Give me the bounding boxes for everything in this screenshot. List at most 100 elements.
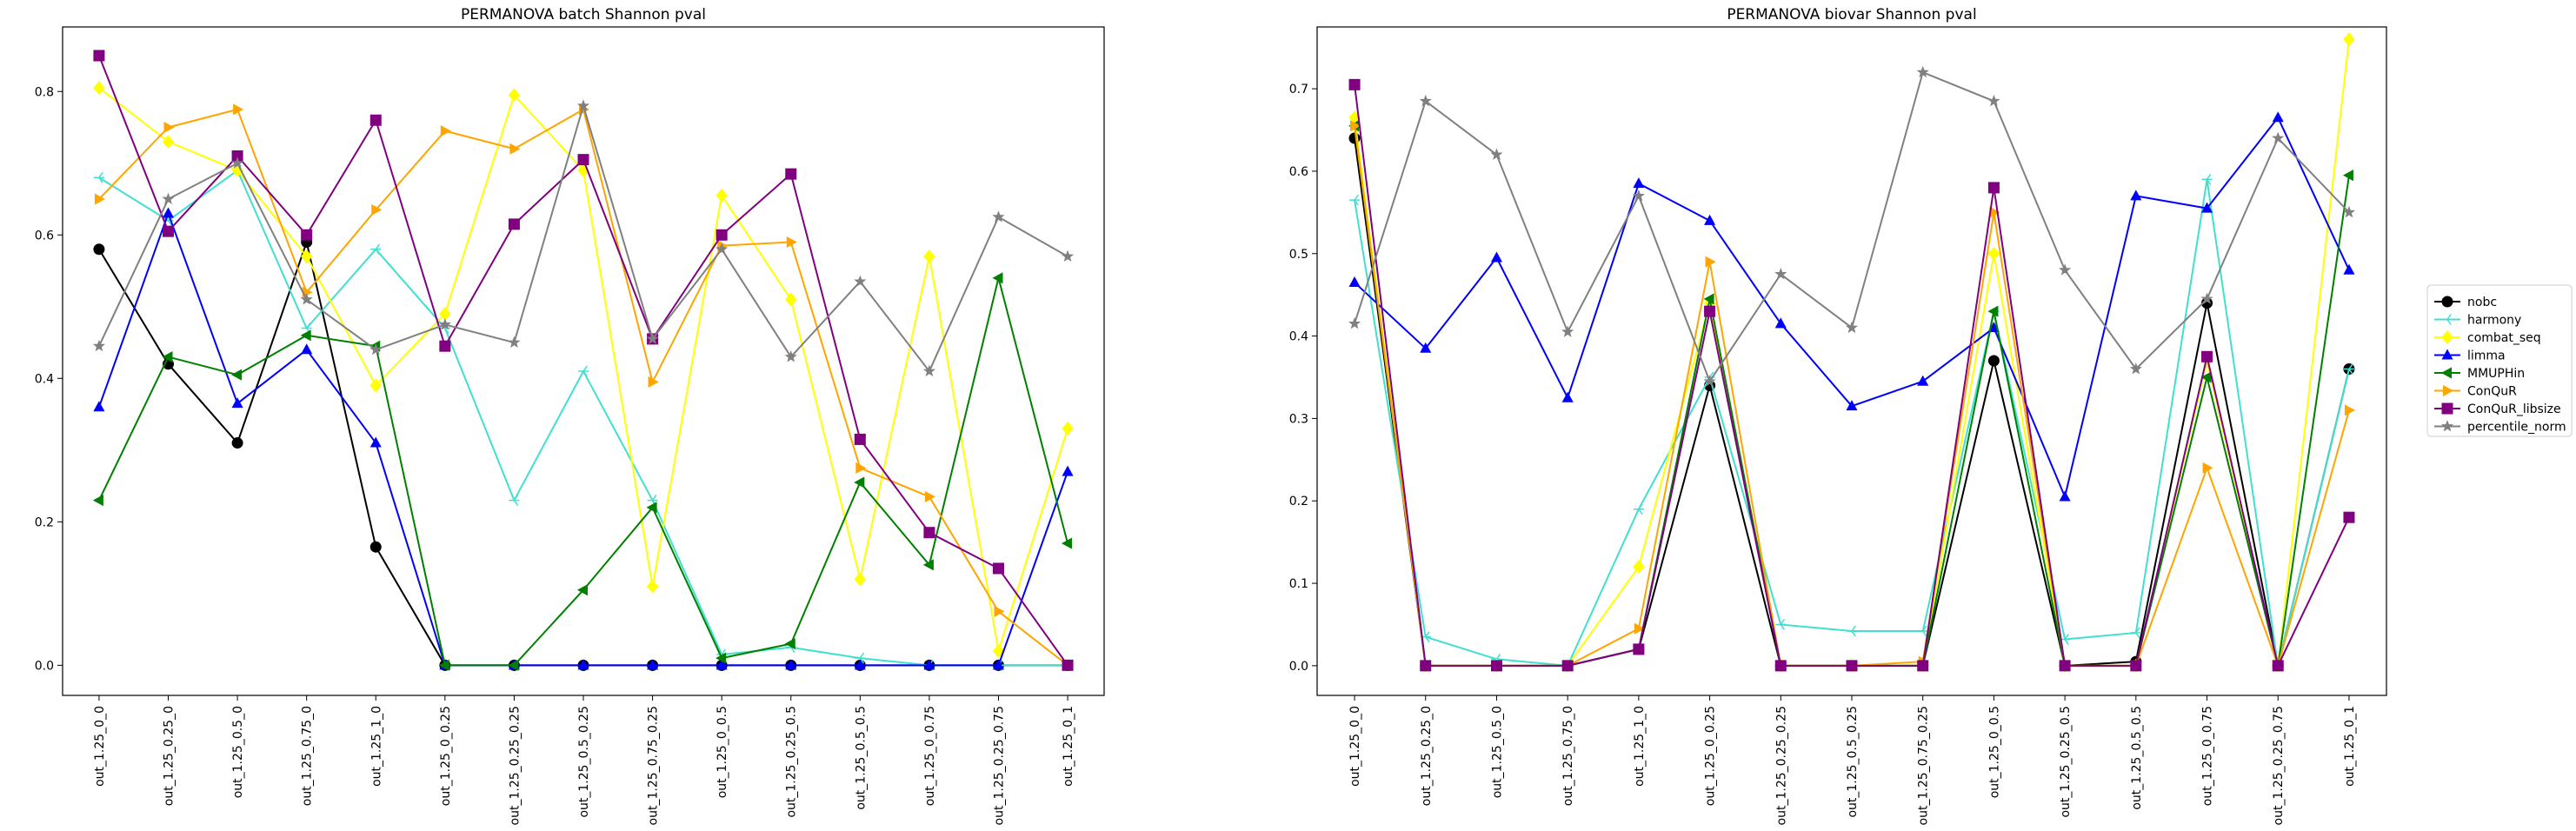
legend-item: ConQuR_libsize — [2434, 402, 2561, 416]
data-point — [716, 243, 729, 255]
data-point — [1987, 355, 2000, 367]
data-point — [1633, 177, 1645, 189]
data-point — [785, 659, 797, 670]
data-point — [716, 188, 728, 203]
data-point — [1703, 293, 1714, 305]
legend-item: MMUPHin — [2434, 367, 2525, 381]
data-point — [1061, 249, 1075, 263]
data-point — [94, 193, 105, 205]
x-tick-label: out_1.25_0_0.75 — [2201, 706, 2215, 806]
chart-panel-1: PERMANOVA batch Shannon pval 0.0 0.2 0.4 0.6… — [35, 6, 1105, 825]
x-tick-label: out_1.25_0_1 — [2343, 706, 2357, 787]
legend-item: ConQuR — [2434, 385, 2517, 399]
legend-item: percentile_norm — [2434, 420, 2566, 435]
legend-item: nobc — [2434, 296, 2497, 309]
x-tick-label: out_1.25_0_0.25 — [439, 706, 453, 806]
legend-label: nobc — [2467, 296, 2497, 309]
data-point — [508, 218, 520, 230]
data-point — [93, 243, 105, 256]
data-point — [2059, 490, 2071, 502]
data-point — [923, 249, 935, 264]
data-point — [992, 659, 1005, 670]
x-tick-label: out_1.25_0.5_0 — [1490, 706, 1504, 798]
data-point — [439, 340, 451, 352]
x-tick-label: out_1.25_0.25_0.25 — [1774, 706, 1788, 825]
data-point — [231, 369, 243, 381]
data-point — [578, 365, 589, 377]
data-point — [2272, 660, 2284, 672]
data-point — [440, 125, 451, 137]
legend-label: limma — [2467, 349, 2506, 363]
data-point — [1774, 268, 1787, 280]
data-point — [1419, 94, 1432, 107]
data-point — [646, 332, 659, 344]
data-point — [2272, 111, 2284, 123]
y-tick-label: 0.6 — [35, 229, 54, 243]
data-point — [369, 436, 382, 448]
x-tick-label: out_1.25_1_0 — [1633, 706, 1647, 787]
y-tick-label: 0.4 — [35, 372, 54, 386]
data-point — [576, 584, 588, 596]
series-line — [1354, 39, 2350, 667]
data-point — [994, 605, 1005, 618]
data-point — [1846, 400, 1858, 411]
data-point — [785, 168, 797, 180]
legend-item: harmony — [2434, 314, 2521, 328]
legend-marker — [2442, 314, 2453, 325]
data-point — [508, 88, 521, 103]
series-ConQuR_libsize — [1348, 78, 2355, 672]
data-point — [2059, 660, 2071, 672]
data-point — [2342, 170, 2353, 182]
chart-panel-2: PERMANOVA biovar Shannon pval 0.0 0.1 0.2 0.… — [1289, 6, 2387, 825]
data-point — [2130, 660, 2142, 672]
data-point — [2343, 32, 2355, 47]
series-line — [98, 276, 1069, 667]
data-point — [371, 203, 383, 216]
x-tick-label: out_1.25_0.75_0 — [1561, 706, 1575, 806]
data-point — [716, 659, 728, 670]
series-line — [97, 55, 1068, 666]
data-point — [786, 236, 797, 249]
data-point — [716, 229, 728, 241]
data-point — [163, 225, 175, 237]
x-tick-label: out_1.25_0.75_0.25 — [647, 706, 661, 825]
data-point — [300, 329, 311, 342]
y-tick-label: 0.2 — [1289, 495, 1308, 509]
data-point — [923, 527, 935, 539]
data-point — [1348, 78, 1361, 90]
data-point — [2059, 263, 2072, 276]
series-line — [1354, 178, 2350, 667]
data-point — [2343, 263, 2355, 275]
x-tick-label: out_1.25_0_0 — [1348, 706, 1362, 787]
data-point — [162, 135, 175, 149]
series-ConQuR_libsize — [93, 50, 1074, 671]
data-point — [233, 103, 244, 116]
chart-title: PERMANOVA biovar Shannon pval — [1727, 6, 1976, 23]
data-point — [1632, 189, 1645, 202]
data-point — [854, 275, 867, 287]
series-line — [98, 108, 1068, 667]
y-tick-label: 0.2 — [35, 515, 54, 529]
data-point — [1845, 321, 1859, 334]
data-point — [301, 249, 313, 264]
legend-label: ConQuR — [2467, 385, 2517, 399]
data-point — [2130, 189, 2142, 201]
data-point — [1634, 622, 1645, 635]
series-ConQuR — [94, 103, 1075, 671]
legend-marker — [2441, 296, 2453, 308]
data-point — [1420, 660, 1432, 672]
data-point — [1917, 375, 1929, 386]
data-point — [854, 476, 865, 489]
data-point — [1490, 251, 1503, 263]
data-point — [370, 243, 382, 256]
x-tick-label: out_1.25_0.75_0 — [301, 706, 315, 806]
legend-label: combat_seq — [2467, 331, 2541, 345]
y-tick-label: 0.0 — [1289, 660, 1308, 674]
data-point — [1916, 65, 1929, 78]
plot-frame — [62, 26, 1105, 696]
series-harmony — [93, 164, 1074, 671]
legend-marker — [2443, 384, 2454, 397]
series-MMUPHin — [92, 272, 1073, 671]
data-point — [855, 462, 867, 474]
